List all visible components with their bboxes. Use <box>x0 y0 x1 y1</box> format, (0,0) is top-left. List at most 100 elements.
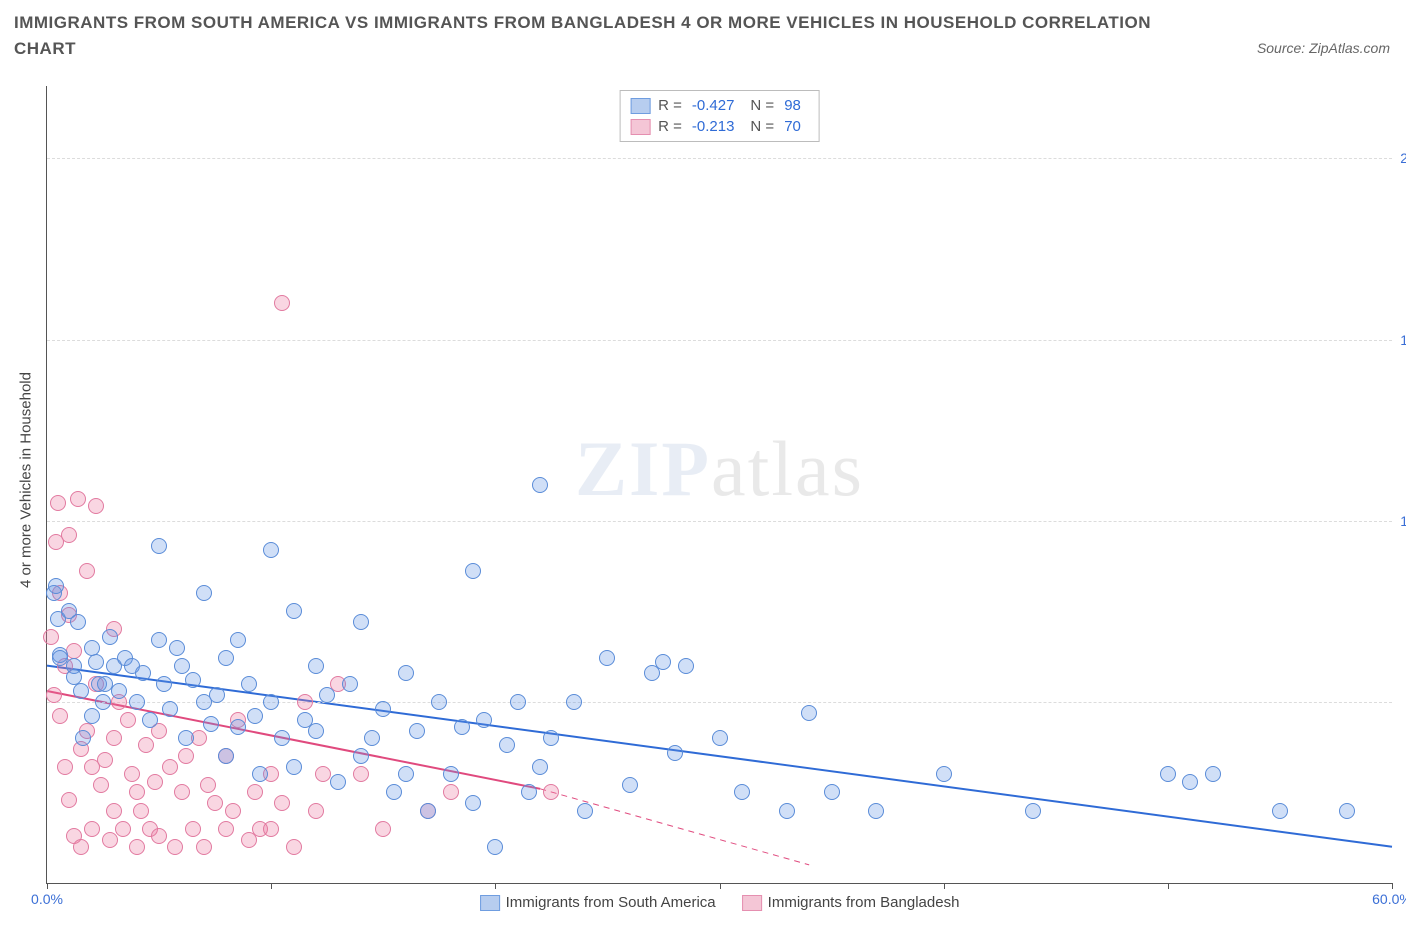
x-tick <box>1168 883 1169 889</box>
data-point-bangladesh <box>138 737 154 753</box>
data-point-south_america <box>263 694 279 710</box>
data-point-bangladesh <box>73 839 89 855</box>
data-point-bangladesh <box>247 784 263 800</box>
data-point-south_america <box>129 694 145 710</box>
data-point-south_america <box>95 694 111 710</box>
n-label: N = <box>750 95 774 116</box>
data-point-south_america <box>487 839 503 855</box>
data-point-south_america <box>465 563 481 579</box>
data-point-south_america <box>196 585 212 601</box>
data-point-bangladesh <box>225 803 241 819</box>
data-point-south_america <box>1182 774 1198 790</box>
data-point-south_america <box>532 759 548 775</box>
data-point-south_america <box>151 632 167 648</box>
data-point-south_america <box>801 705 817 721</box>
swatch-south-america <box>480 895 500 911</box>
data-point-bangladesh <box>185 821 201 837</box>
data-point-south_america <box>936 766 952 782</box>
data-point-south_america <box>73 683 89 699</box>
y-axis-title: 4 or more Vehicles in Household <box>18 372 35 588</box>
data-point-south_america <box>386 784 402 800</box>
data-point-south_america <box>252 766 268 782</box>
swatch-south-america <box>630 98 650 114</box>
data-point-south_america <box>274 730 290 746</box>
y-tick-label: 5.0% <box>1396 694 1406 710</box>
data-point-bangladesh <box>167 839 183 855</box>
data-point-south_america <box>409 723 425 739</box>
data-point-bangladesh <box>151 828 167 844</box>
data-point-south_america <box>247 708 263 724</box>
y-tick-label: 20.0% <box>1396 150 1406 166</box>
data-point-south_america <box>375 701 391 717</box>
data-point-bangladesh <box>124 766 140 782</box>
series-legend: Immigrants from South America Immigrants… <box>480 894 960 911</box>
swatch-bangladesh <box>630 119 650 135</box>
data-point-bangladesh <box>106 803 122 819</box>
data-point-bangladesh <box>443 784 459 800</box>
series-legend-item-south-america: Immigrants from South America <box>480 894 716 911</box>
data-point-south_america <box>1272 803 1288 819</box>
watermark: ZIPatlas <box>575 424 864 514</box>
x-tick <box>944 883 945 889</box>
n-value: 98 <box>784 95 801 116</box>
data-point-bangladesh <box>178 748 194 764</box>
swatch-bangladesh <box>742 895 762 911</box>
data-point-south_america <box>678 658 694 674</box>
data-point-south_america <box>209 687 225 703</box>
data-point-bangladesh <box>129 839 145 855</box>
data-point-south_america <box>353 614 369 630</box>
data-point-bangladesh <box>196 839 212 855</box>
data-point-bangladesh <box>263 821 279 837</box>
data-point-south_america <box>162 701 178 717</box>
data-point-south_america <box>156 676 172 692</box>
data-point-bangladesh <box>84 821 100 837</box>
grid-line <box>47 702 1392 703</box>
data-point-south_america <box>364 730 380 746</box>
r-value: -0.213 <box>692 116 735 137</box>
data-point-south_america <box>431 694 447 710</box>
data-point-bangladesh <box>43 629 59 645</box>
x-tick <box>1392 883 1393 889</box>
data-point-bangladesh <box>147 774 163 790</box>
data-point-south_america <box>420 803 436 819</box>
data-point-south_america <box>151 538 167 554</box>
data-point-south_america <box>308 658 324 674</box>
data-point-south_america <box>521 784 537 800</box>
r-value: -0.427 <box>692 95 735 116</box>
data-point-south_america <box>174 658 190 674</box>
data-point-south_america <box>577 803 593 819</box>
data-point-bangladesh <box>162 759 178 775</box>
data-point-south_america <box>1160 766 1176 782</box>
watermark-suffix: atlas <box>711 425 864 512</box>
data-point-south_america <box>102 629 118 645</box>
x-tick-label: 0.0% <box>31 891 63 907</box>
data-point-south_america <box>1205 766 1221 782</box>
chart-title: IMMIGRANTS FROM SOUTH AMERICA VS IMMIGRA… <box>14 10 1186 61</box>
data-point-south_america <box>111 683 127 699</box>
data-point-south_america <box>824 784 840 800</box>
data-point-bangladesh <box>297 694 313 710</box>
data-point-south_america <box>510 694 526 710</box>
data-point-south_america <box>465 795 481 811</box>
data-point-south_america <box>353 748 369 764</box>
data-point-bangladesh <box>133 803 149 819</box>
r-label: R = <box>658 116 682 137</box>
data-point-bangladesh <box>375 821 391 837</box>
data-point-bangladesh <box>93 777 109 793</box>
data-point-south_america <box>230 719 246 735</box>
data-point-south_america <box>218 748 234 764</box>
data-point-bangladesh <box>50 495 66 511</box>
data-point-south_america <box>499 737 515 753</box>
x-tick-label: 60.0% <box>1372 891 1406 907</box>
x-tick <box>495 883 496 889</box>
data-point-south_america <box>330 774 346 790</box>
data-point-south_america <box>88 654 104 670</box>
data-point-south_america <box>286 759 302 775</box>
series-label: Immigrants from South America <box>506 894 716 911</box>
trend-line <box>47 666 1392 847</box>
data-point-south_america <box>218 650 234 666</box>
grid-line <box>47 340 1392 341</box>
legend-row-bangladesh: R = -0.213 N = 70 <box>630 116 809 137</box>
data-point-south_america <box>230 632 246 648</box>
data-point-bangladesh <box>97 752 113 768</box>
